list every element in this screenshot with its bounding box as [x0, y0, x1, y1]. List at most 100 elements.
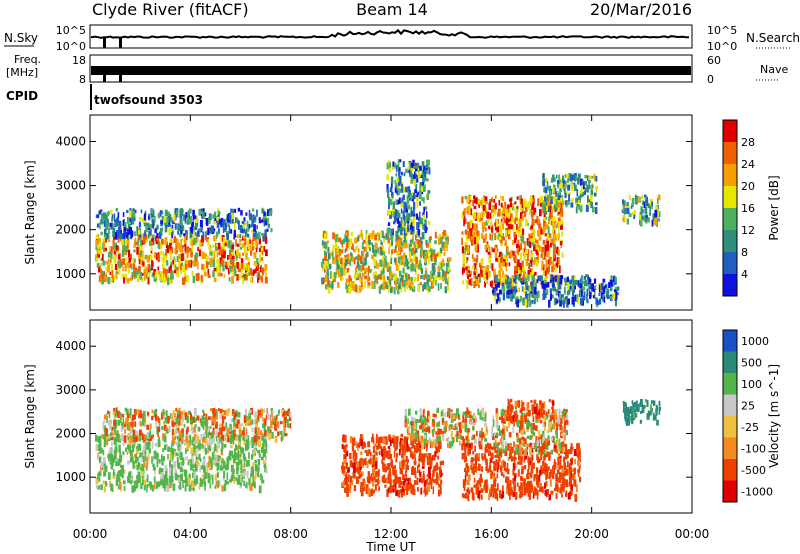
power-cell	[320, 262, 324, 266]
power-cell	[222, 264, 225, 272]
velocity-cell	[226, 472, 229, 481]
power-cell	[464, 245, 468, 251]
velocity-cell	[376, 433, 378, 438]
power-cell	[410, 228, 413, 235]
power-cell	[425, 239, 428, 246]
power-cell	[173, 210, 176, 218]
power-cell	[321, 240, 324, 246]
power-cell	[598, 284, 601, 293]
power-cell	[354, 284, 358, 293]
velocity-cell	[159, 480, 162, 486]
power-cell	[498, 236, 502, 241]
velocity-cell	[252, 474, 255, 482]
velocity-cell	[120, 433, 124, 441]
velocity-cell	[254, 459, 257, 464]
power-cell	[516, 243, 519, 249]
power-cell	[153, 221, 155, 227]
velocity-cell	[238, 412, 240, 418]
velocity-cell	[385, 439, 388, 445]
velocity-cell	[261, 434, 265, 441]
velocity-cell	[105, 428, 108, 437]
power-cell	[531, 242, 535, 247]
power-cell	[258, 247, 262, 252]
velocity-cell	[367, 441, 371, 448]
power-cell	[397, 286, 400, 295]
power-cell	[260, 247, 264, 252]
power-cell	[398, 282, 401, 290]
power-cell	[545, 178, 548, 183]
velocity-cell	[209, 467, 213, 471]
velocity-cell	[218, 423, 222, 428]
power-cell	[558, 265, 561, 274]
power-cell	[162, 254, 166, 263]
power-cell	[599, 298, 602, 305]
power-cell	[203, 268, 207, 273]
velocity-cell	[121, 413, 125, 418]
velocity-cell	[165, 480, 168, 489]
power-cell	[266, 228, 269, 232]
velocity-cell	[176, 413, 180, 420]
power-cell	[96, 214, 100, 219]
power-cell	[191, 246, 194, 253]
velocity-cell	[372, 480, 375, 487]
velocity-cell	[215, 410, 218, 415]
power-cell	[542, 173, 545, 181]
power-cell	[146, 255, 148, 262]
power-cell	[474, 268, 478, 273]
power-cell	[138, 245, 141, 252]
power-cell	[390, 286, 393, 293]
velocity-cell	[429, 478, 433, 486]
freq-label-2: [MHz]	[6, 66, 38, 79]
power-cell	[145, 239, 148, 244]
power-cell	[242, 235, 245, 239]
power-cell	[505, 257, 508, 263]
power-cell	[411, 197, 414, 202]
velocity-cell	[169, 460, 171, 467]
velocity-cell	[137, 456, 139, 462]
power-cell	[487, 251, 491, 255]
power-cell	[485, 220, 489, 226]
power-cell	[564, 286, 566, 295]
power-cell	[649, 205, 651, 214]
power-cell	[104, 275, 106, 280]
velocity-cell	[157, 442, 161, 448]
velocity-cell	[230, 430, 234, 437]
power-cell	[554, 187, 557, 192]
power-cell	[351, 256, 354, 262]
velocity-cell	[97, 444, 101, 450]
velocity-cell	[366, 452, 369, 456]
power-cell	[579, 189, 583, 194]
power-cell	[352, 280, 356, 286]
velocity-cell	[218, 455, 221, 462]
power-cell	[403, 214, 406, 221]
velocity-cell	[441, 460, 444, 465]
power-cell	[572, 288, 574, 297]
power-cell	[545, 289, 549, 296]
power-cell	[654, 218, 657, 226]
power-cell	[387, 238, 390, 244]
power-cell	[97, 254, 100, 258]
power-cell	[541, 230, 544, 235]
power-cell	[595, 176, 598, 182]
power-cell	[551, 209, 554, 217]
power-cell	[506, 284, 508, 289]
velocity-cell	[98, 436, 102, 442]
power-cell	[115, 273, 118, 280]
power-cell	[325, 284, 328, 289]
power-cell	[503, 254, 506, 260]
power-cell	[346, 230, 349, 236]
power-cell	[478, 212, 480, 219]
velocity-cell	[171, 475, 174, 483]
velocity-cell	[184, 469, 188, 478]
power-cell	[190, 260, 193, 268]
power-cell	[403, 261, 405, 270]
power-cell	[559, 275, 562, 283]
power-cell	[378, 249, 381, 255]
power-cell	[444, 286, 448, 294]
velocity-cell	[192, 468, 195, 475]
power-cell	[174, 264, 177, 271]
power-cell	[531, 279, 534, 287]
velocity-cell	[361, 444, 365, 450]
power-cell	[228, 219, 230, 223]
velocity-cell	[258, 485, 262, 494]
